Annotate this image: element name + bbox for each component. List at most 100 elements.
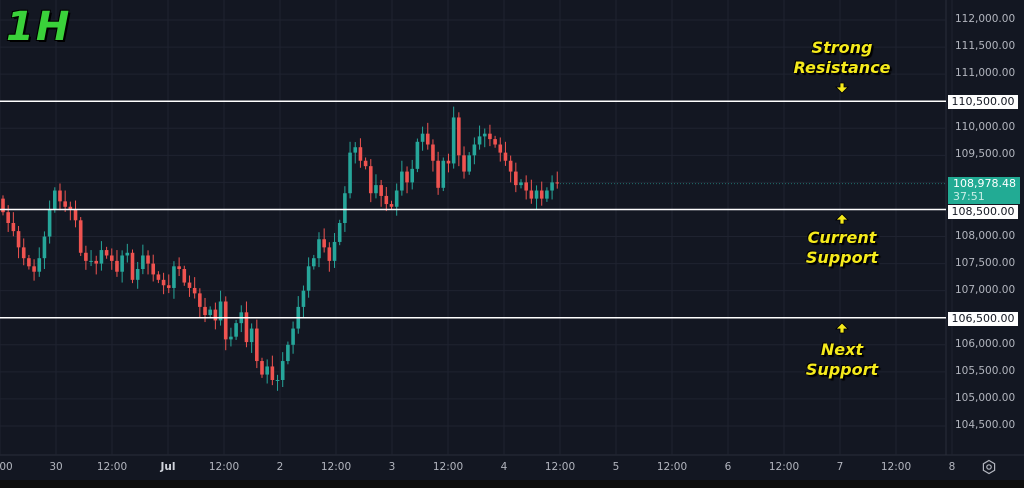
candle-up [120,255,124,272]
candle-up [441,160,446,188]
candle-down [529,190,534,199]
price-tick-label: 107,000.00 [955,283,1016,296]
bottom-toolbar [0,480,1024,488]
candle-down [213,309,218,321]
candle-down [524,182,528,191]
candle-down [73,209,78,221]
candle-down [177,266,181,270]
annotation-text: Strong [811,38,873,57]
candle-down [223,301,228,340]
candle-down [63,201,67,207]
candle-up [42,236,47,259]
candle-up [482,133,487,137]
candle-up [280,361,285,380]
candle-down [260,361,264,375]
candle-up [229,336,233,340]
candle-down [203,306,207,316]
annotation-current-support: Current Support [772,228,912,268]
price-tick-label: 112,000.00 [955,13,1016,25]
time-tick-label: 12:00 [544,461,576,473]
annotation-text: Next [820,340,864,359]
annotation-next-support: Next Support [772,340,912,380]
candle-down [446,160,451,164]
candle-up [265,366,269,375]
candle-down [166,285,171,288]
candle-down [27,258,31,267]
candle-up [519,182,523,186]
candle-down [539,190,544,199]
price-tick-label: 106,000.00 [955,337,1016,350]
annotation-text: Support [805,248,879,267]
candle-up [125,252,130,256]
candle-up [353,147,358,153]
candle-down [1,198,5,213]
candle-up [332,241,337,261]
time-tick-label: 6 [724,461,732,473]
time-tick-label: 12:00 [320,461,352,473]
candle-up [286,344,290,362]
candle-up [89,260,93,262]
candle-up [420,133,425,142]
candle-up [400,171,404,191]
candle-down [84,252,88,261]
candle-down [436,160,440,188]
candle-down [363,160,368,167]
price-tick-label: 110,000.00 [955,121,1016,134]
candle-down [156,274,161,280]
candle-down [21,247,26,259]
candle-down [555,182,560,184]
arrow-up-icon [835,213,849,225]
candle-down [198,293,202,307]
candle-down [493,139,497,145]
time-tick-label: 2 [276,461,284,473]
candle-down [431,144,435,161]
candle-up [99,250,104,264]
price-tick-label: 111,500.00 [955,40,1016,53]
annotation-text: Support [805,360,879,379]
time-tick-label: 12:00 [880,461,912,473]
annotation-strong-resistance: Strong Resistance [772,38,912,78]
annotation-text: Current [807,228,877,247]
time-tick-label: 3 [388,461,396,473]
candle-down [508,160,513,172]
time-tick-label: 7 [836,461,844,473]
candle-down [244,312,249,343]
candle-up [374,185,378,194]
candle-down [115,260,119,272]
candle-down [94,260,99,264]
candle-down [6,212,10,223]
candle-down [255,328,259,362]
candle-down [405,171,409,183]
candle-up [545,190,549,199]
candle-down [130,252,135,280]
candle-down [457,117,461,156]
candle-down [32,266,36,272]
time-tick-label: 12:00 [768,461,800,473]
settings-gear-icon[interactable] [981,459,997,475]
candle-up [477,136,482,145]
candle-up [275,379,280,381]
candle-down [384,195,389,205]
price-tick-label: 105,000.00 [955,391,1016,404]
time-tick-label: 12:00 [656,461,688,473]
candle-up [218,301,223,321]
candle-down [78,220,83,253]
candle-up [534,190,539,199]
candle-down [425,133,430,145]
candle-up [550,182,554,191]
candle-down [109,255,114,261]
candle-up [337,223,342,242]
candle-down [192,287,197,294]
price-tick-label: 109,500.00 [955,148,1016,161]
candle-down [368,166,373,194]
annotation-text: Resistance [793,58,891,77]
candle-down [182,269,187,283]
time-tick-label: 30 [49,461,63,473]
candle-up [343,193,347,223]
candle-down [270,366,275,380]
candle-down [389,204,394,207]
candle-down [327,247,332,261]
candle-up [37,258,42,272]
candle-up [141,255,145,270]
